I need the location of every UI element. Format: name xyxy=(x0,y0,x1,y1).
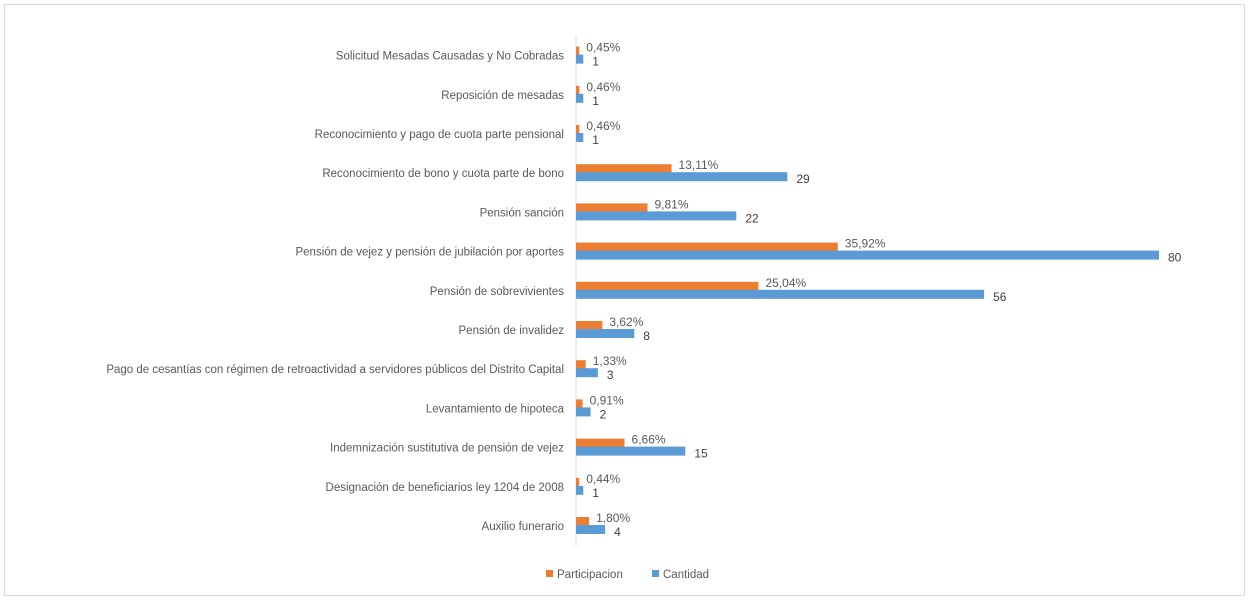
cantidad-bar xyxy=(576,407,591,417)
category-label: Pensión de invalidez xyxy=(459,325,565,337)
participacion-data-labels: 0,45% 0,46% 0,46% 13,11% 9,81% 35,92% 25,04% 3,… xyxy=(586,41,886,525)
series-participacion xyxy=(576,46,838,526)
category-label: Reconocimiento y pago de cuota parte pen… xyxy=(315,129,564,141)
category-label: Designación de beneficiarios ley 1204 de… xyxy=(326,482,564,494)
participacion-data-label: 0,46% xyxy=(586,119,620,133)
participacion-bar xyxy=(576,360,586,370)
participacion-data-label: 13,11% xyxy=(679,158,719,172)
cantidad-bar xyxy=(576,525,606,534)
category-label: Pensión de vejez y pensión de jubilación… xyxy=(295,247,564,259)
cantidad-data-label: 8 xyxy=(643,329,650,343)
cantidad-bar xyxy=(576,93,584,103)
category-label: Reposición de mesadas xyxy=(441,90,564,102)
participacion-data-label: 35,92% xyxy=(845,237,886,251)
cantidad-data-label: 3 xyxy=(607,368,614,382)
cantidad-data-label: 22 xyxy=(745,211,759,225)
category-label: Levantamiento de hipoteca xyxy=(426,403,565,415)
participacion-data-label: 6,66% xyxy=(632,433,666,447)
legend-swatch-participacion xyxy=(546,570,553,577)
category-label: Auxilio funerario xyxy=(482,521,564,533)
cantidad-data-label: 4 xyxy=(614,525,621,539)
participacion-bar xyxy=(576,517,590,526)
participacion-data-label: 0,91% xyxy=(590,393,624,407)
participacion-data-label: 1,33% xyxy=(593,354,627,368)
category-label: Reconocimiento de bono y cuota parte de … xyxy=(322,168,564,180)
series-cantidad xyxy=(576,54,1159,534)
participacion-bar xyxy=(576,477,580,487)
cantidad-data-label: 1 xyxy=(592,55,599,69)
category-label: Indemnización sustitutiva de pensión de … xyxy=(330,443,564,455)
cantidad-data-label: 1 xyxy=(592,133,599,147)
cantidad-data-label: 29 xyxy=(796,172,810,186)
cantidad-data-label: 80 xyxy=(1168,251,1182,265)
participacion-data-label: 1,80% xyxy=(596,511,630,525)
participacion-bar xyxy=(576,125,580,134)
participacion-data-label: 0,45% xyxy=(586,41,620,55)
cantidad-bar xyxy=(576,368,598,378)
cantidad-bar xyxy=(576,446,686,456)
participacion-bar xyxy=(576,46,580,56)
legend-label-cantidad: Cantidad xyxy=(663,569,709,581)
participacion-data-label: 3,62% xyxy=(609,315,643,329)
cantidad-bar xyxy=(576,211,737,221)
participacion-bar xyxy=(576,438,625,448)
cantidad-bar xyxy=(576,485,584,495)
cantidad-data-labels: 1 1 1 29 22 80 56 8 3 2 15 1 4 xyxy=(592,55,1181,539)
cantidad-data-label: 1 xyxy=(592,94,599,108)
legend-label-participacion: Participacion xyxy=(557,569,623,581)
category-label: Pensión sanción xyxy=(480,207,564,219)
legend: Participacion Cantidad xyxy=(546,569,709,581)
cantidad-bar xyxy=(576,133,584,142)
category-label: Solicitud Mesadas Causadas y No Cobradas xyxy=(336,51,564,63)
category-label: Pago de cesantías con régimen de retroac… xyxy=(106,364,564,376)
cantidad-data-label: 2 xyxy=(600,407,607,421)
cantidad-bar xyxy=(576,289,985,299)
cantidad-data-label: 1 xyxy=(592,486,599,500)
legend-swatch-cantidad xyxy=(652,570,659,577)
participacion-bar xyxy=(576,242,838,252)
participacion-bar xyxy=(576,281,759,291)
participacion-bar xyxy=(576,85,580,95)
category-labels: Solicitud Mesadas Causadas y No Cobradas… xyxy=(106,51,564,533)
participacion-data-label: 9,81% xyxy=(654,197,688,211)
cantidad-bar xyxy=(576,250,1159,260)
cantidad-data-label: 15 xyxy=(694,447,708,461)
cantidad-bar xyxy=(576,329,635,338)
participacion-bar xyxy=(576,203,648,213)
cantidad-data-label: 56 xyxy=(993,290,1007,304)
chart-area xyxy=(4,4,1245,596)
category-label: Pensión de sobrevivientes xyxy=(430,286,564,298)
participacion-bar xyxy=(576,399,583,409)
participacion-bar xyxy=(576,321,603,330)
cantidad-bar xyxy=(576,172,788,182)
participacion-data-label: 25,04% xyxy=(765,276,806,290)
participacion-data-label: 0,44% xyxy=(586,472,620,486)
participacion-data-label: 0,46% xyxy=(586,80,620,94)
cantidad-bar xyxy=(576,54,584,64)
participacion-bar xyxy=(576,164,672,174)
